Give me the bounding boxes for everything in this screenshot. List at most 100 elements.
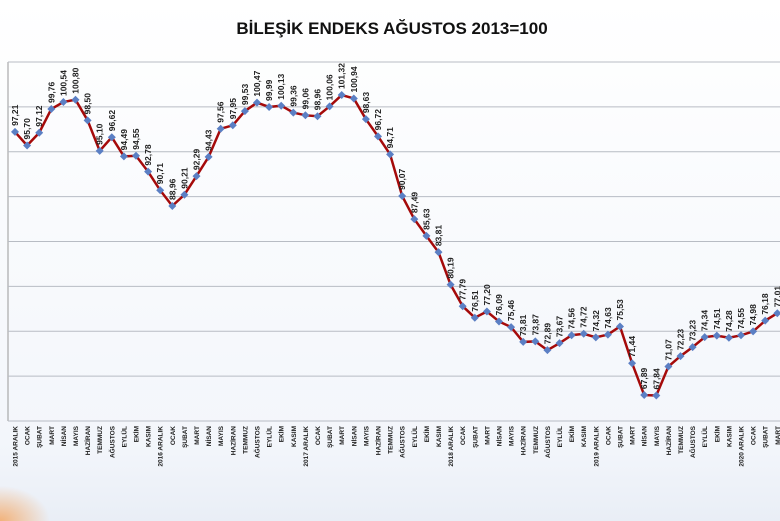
x-tick-label: AĞUSTOS xyxy=(107,425,116,458)
x-tick-label: MART xyxy=(49,426,56,445)
marker xyxy=(289,108,298,117)
chart-title: BİLEŞİK ENDEKS AĞUSTOS 2013=100 xyxy=(236,19,547,38)
marker xyxy=(603,330,612,339)
marker xyxy=(180,190,189,199)
x-tick-label: KASIM xyxy=(146,426,153,447)
marker xyxy=(495,317,503,326)
x-tick-label: MAYIS xyxy=(363,425,370,446)
x-tick-label: ŞUBAT xyxy=(327,426,334,448)
marker xyxy=(652,391,661,400)
data-label: 85,63 xyxy=(421,208,431,230)
data-label: 100,94 xyxy=(349,66,359,92)
data-label: 74,55 xyxy=(736,308,746,330)
marker xyxy=(749,327,758,336)
data-label: 94,71 xyxy=(385,127,395,149)
data-line xyxy=(14,93,778,397)
marker xyxy=(422,231,431,240)
data-label: 71,44 xyxy=(627,336,637,358)
marker xyxy=(349,94,358,103)
marker xyxy=(434,248,443,257)
x-tick-label: AĞUSTOS xyxy=(398,425,407,458)
x-tick-label: 2018 ARALIK xyxy=(448,426,455,467)
data-label: 100,06 xyxy=(325,74,335,100)
data-label: 99,99 xyxy=(264,79,274,101)
marker xyxy=(724,333,733,342)
marker xyxy=(23,141,32,150)
data-label: 95,70 xyxy=(22,118,32,140)
data-label: 73,23 xyxy=(688,320,698,342)
data-label: 97,12 xyxy=(34,105,44,127)
data-label: 90,71 xyxy=(155,163,165,185)
marker xyxy=(616,322,624,331)
x-tick-label: MART xyxy=(484,426,491,445)
data-label: 99,06 xyxy=(300,88,310,110)
x-tick-label: 2017 ARALIK xyxy=(303,426,310,467)
marker xyxy=(277,101,286,110)
data-label: 100,54 xyxy=(58,70,68,96)
marker xyxy=(470,313,479,322)
data-label: 72,23 xyxy=(676,329,686,351)
x-tick-label: 2020 ARALIK xyxy=(739,426,746,467)
marker xyxy=(228,121,237,130)
x-tick-label: NİSAN xyxy=(496,426,504,447)
data-label: 80,19 xyxy=(446,257,456,279)
marker xyxy=(676,352,685,361)
marker xyxy=(458,302,467,311)
marker xyxy=(337,91,346,100)
data-label: 100,47 xyxy=(252,70,262,96)
data-label: 98,63 xyxy=(361,92,371,114)
x-tick-label: AĞUSTOS xyxy=(253,425,262,458)
x-tick-label: ŞUBAT xyxy=(472,426,479,448)
marker xyxy=(591,333,600,342)
marker xyxy=(640,391,649,400)
data-label: 72,89 xyxy=(542,323,552,345)
x-tick-label: HAZİRAN xyxy=(229,426,237,456)
data-label: 76,09 xyxy=(494,294,504,316)
data-label: 96,72 xyxy=(373,109,383,131)
data-label: 75,46 xyxy=(506,300,516,322)
data-label: 77,79 xyxy=(458,279,468,301)
x-tick-label: EKİM xyxy=(713,426,721,442)
data-label: 98,96 xyxy=(313,89,323,111)
marker xyxy=(555,339,564,348)
x-tick-label: EKİM xyxy=(568,426,576,442)
x-tick-label: NİSAN xyxy=(350,426,358,447)
x-tick-label: KASIM xyxy=(436,426,443,447)
x-tick-label: EKİM xyxy=(133,426,141,442)
marker xyxy=(35,128,44,137)
x-tick-label: OCAK xyxy=(605,426,612,445)
data-label: 92,29 xyxy=(192,149,202,171)
marker xyxy=(204,152,213,161)
data-label: 73,81 xyxy=(518,314,528,336)
x-tick-label: NİSAN xyxy=(641,426,649,447)
x-tick-label: EYLÜL xyxy=(700,426,709,447)
marker xyxy=(11,127,19,136)
x-tick-label: OCAK xyxy=(170,426,177,445)
marker xyxy=(579,329,588,338)
data-label: 92,78 xyxy=(143,144,153,166)
data-label: 96,62 xyxy=(107,110,117,132)
data-label: 98,50 xyxy=(83,93,93,115)
marker xyxy=(240,107,249,116)
marker xyxy=(156,186,165,195)
marker xyxy=(773,309,780,318)
data-label: 97,21 xyxy=(10,104,20,126)
data-label: 74,63 xyxy=(603,307,613,329)
x-tick-label: MART xyxy=(775,426,780,445)
x-tick-label: AĞUSTOS xyxy=(543,425,552,458)
data-label: 74,28 xyxy=(724,310,734,332)
marker xyxy=(398,191,407,200)
marker xyxy=(567,331,576,340)
x-tick-label: EYLÜL xyxy=(265,426,274,447)
x-tick-label: EYLÜL xyxy=(555,426,564,447)
data-label: 95,10 xyxy=(95,123,105,145)
data-label: 77,01 xyxy=(772,286,780,308)
data-label: 67,89 xyxy=(639,368,649,390)
x-tick-label: OCAK xyxy=(751,426,758,445)
x-tick-label: OCAK xyxy=(25,426,32,445)
x-tick-label: HAZİRAN xyxy=(665,426,673,456)
marker xyxy=(168,201,177,210)
data-label: 74,98 xyxy=(748,304,758,326)
data-label: 94,43 xyxy=(204,129,214,151)
x-tick-label: AĞUSTOS xyxy=(688,425,697,458)
